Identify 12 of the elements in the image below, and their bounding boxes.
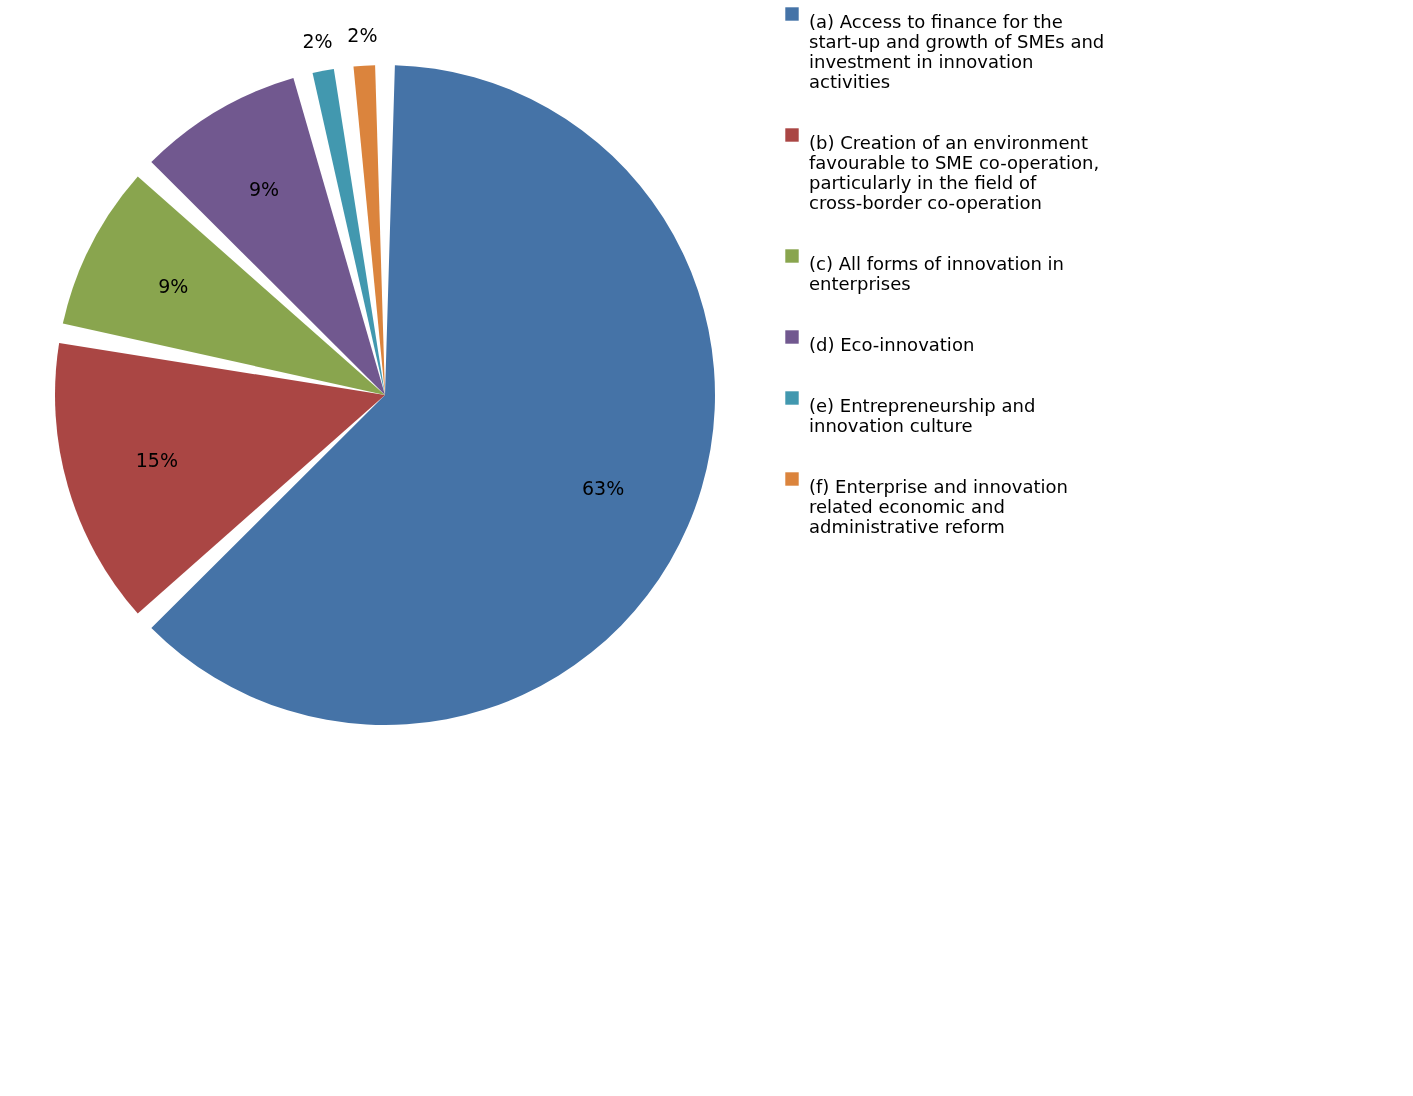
data-label: 63% [581,477,625,500]
legend-label: (a) Access to finance for the start-up and growth of SMEs and investment in innovation activities [809,11,1105,92]
data-label: 9% [248,178,280,201]
legend-label: (c) All forms of innovation in enterprises [809,253,1064,294]
legend-label: (d) Eco-innovation [809,334,975,355]
legend-label: (f) Enterprise and innovation related economic and administrative reform [809,476,1068,537]
data-label: 2% [347,24,378,47]
legend-label: (e) Entrepreneurship and innovation culture [809,395,1036,436]
data-label: 2% [302,29,333,52]
data-label: 9% [158,275,189,298]
legend-label: (b) Creation of an environment favourable to SME co-operation, particularly in the field of cross-border co-operation [809,132,1100,213]
data-label: 15% [135,449,178,472]
